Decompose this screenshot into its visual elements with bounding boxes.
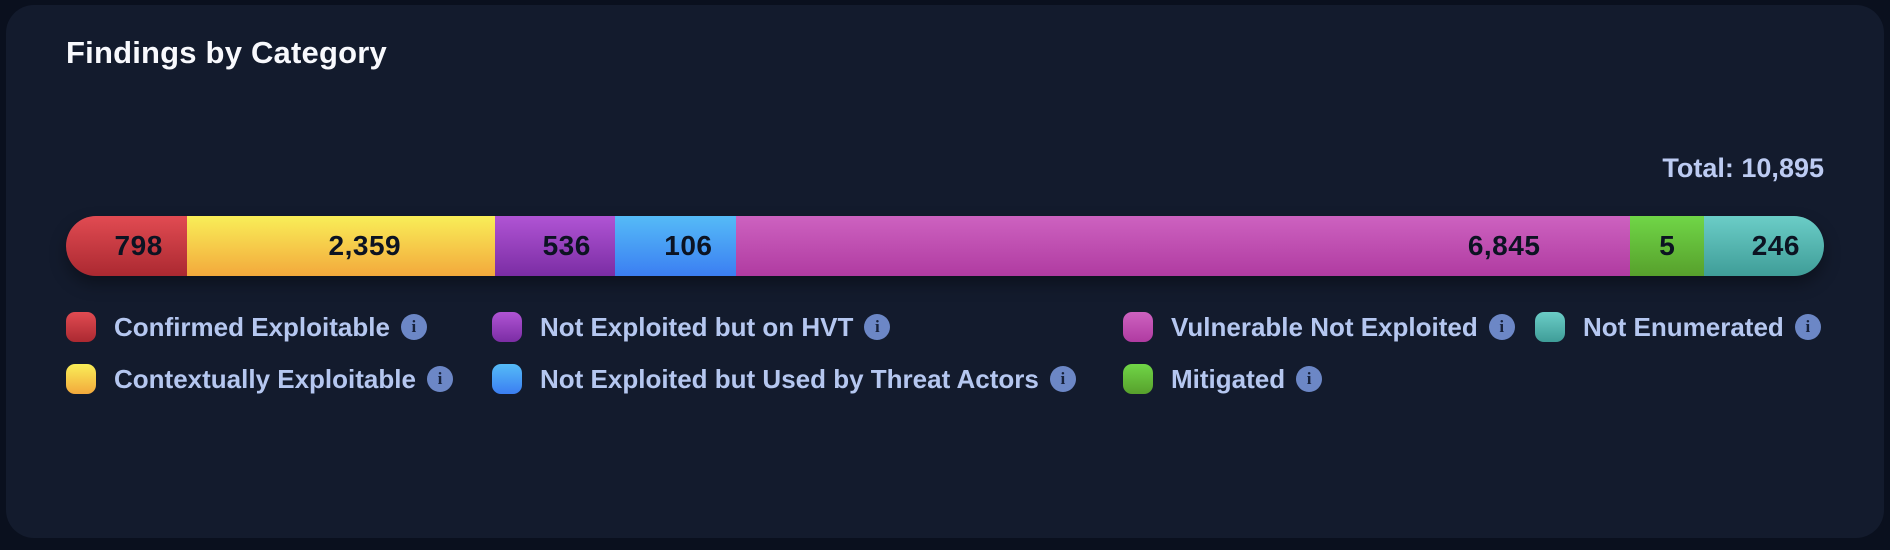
bar-segment-value: 106	[664, 230, 713, 261]
bar-segment-vulnerable-not-exploited[interactable]: 6,845	[736, 216, 1631, 276]
legend-item-confirmed-exploitable[interactable]: Confirmed Exploitable i	[66, 312, 492, 342]
legend-label: Not Enumerated	[1583, 311, 1784, 342]
legend-item-not-exploited-but-on-hvt[interactable]: Not Exploited but on HVT i	[492, 312, 1123, 342]
legend-column: Not Exploited but on HVT i Not Exploited b…	[492, 312, 1123, 394]
legend-item-vulnerable-not-exploited[interactable]: Vulnerable Not Exploited i	[1123, 312, 1535, 342]
bar-segment-value: 5	[1659, 230, 1676, 261]
bar-segment-value: 536	[542, 230, 591, 261]
bar-segment-contextually-exploitable[interactable]: 2,359	[186, 216, 496, 276]
legend-swatch-not-exploited-but-used-by-threat-actors	[492, 364, 522, 394]
legend-item-mitigated[interactable]: Mitigated i	[1123, 364, 1535, 394]
total-value: Total: 10,895	[1662, 153, 1824, 183]
bar-segment-confirmed-exploitable[interactable]: 798	[66, 216, 187, 276]
total-row: Total: 10,895	[66, 150, 1824, 186]
card-title: Findings by Category	[66, 35, 387, 70]
legend-label: Contextually Exploitable	[114, 363, 416, 394]
legend-column: Not Enumerated i	[1535, 312, 1824, 394]
bar-segment-not-exploited-but-used-by-threat-actors[interactable]: 106	[614, 216, 737, 276]
info-icon[interactable]: i	[1049, 366, 1076, 392]
bar-segment-value: 2,359	[328, 230, 402, 261]
bar-segment-value: 6,845	[1467, 230, 1541, 261]
legend-label: Vulnerable Not Exploited	[1171, 311, 1478, 342]
bar-segment-not-exploited-but-on-hvt[interactable]: 536	[495, 216, 615, 276]
stacked-bar: 798 2,359 536 106 6,845 5 246	[66, 216, 1824, 276]
bar-segment-value: 798	[114, 230, 163, 261]
legend-column: Vulnerable Not Exploited i Mitigated i	[1123, 312, 1535, 394]
legend-swatch-vulnerable-not-exploited	[1123, 312, 1153, 342]
legend: Confirmed Exploitable i Contextually Explo…	[66, 312, 1824, 394]
legend-label: Not Exploited but on HVT	[540, 311, 854, 342]
legend-swatch-contextually-exploitable	[66, 364, 96, 394]
legend-column: Confirmed Exploitable i Contextually Explo…	[66, 312, 492, 394]
findings-by-category-card: Findings by Category Total: 10,895 798 2,…	[6, 5, 1884, 538]
legend-swatch-mitigated	[1123, 364, 1153, 394]
legend-item-not-exploited-but-used-by-threat-actors[interactable]: Not Exploited but Used by Threat Actors i	[492, 364, 1123, 394]
legend-item-not-enumerated[interactable]: Not Enumerated i	[1535, 312, 1824, 342]
bar-segment-value: 246	[1751, 230, 1800, 261]
legend-label: Confirmed Exploitable	[114, 311, 390, 342]
legend-swatch-not-exploited-but-on-hvt	[492, 312, 522, 342]
info-icon[interactable]: i	[1794, 314, 1821, 340]
info-icon[interactable]: i	[1296, 366, 1323, 392]
info-icon[interactable]: i	[864, 314, 891, 340]
info-icon[interactable]: i	[426, 366, 453, 392]
bar-segment-not-enumerated[interactable]: 246	[1704, 216, 1824, 276]
info-icon[interactable]: i	[400, 314, 427, 340]
legend-swatch-confirmed-exploitable	[66, 312, 96, 342]
legend-item-contextually-exploitable[interactable]: Contextually Exploitable i	[66, 364, 492, 394]
legend-label: Mitigated	[1171, 363, 1286, 394]
bar-segment-mitigated[interactable]: 5	[1630, 216, 1705, 276]
legend-swatch-not-enumerated	[1535, 312, 1565, 342]
legend-label: Not Exploited but Used by Threat Actors	[540, 363, 1039, 394]
info-icon[interactable]: i	[1488, 314, 1515, 340]
